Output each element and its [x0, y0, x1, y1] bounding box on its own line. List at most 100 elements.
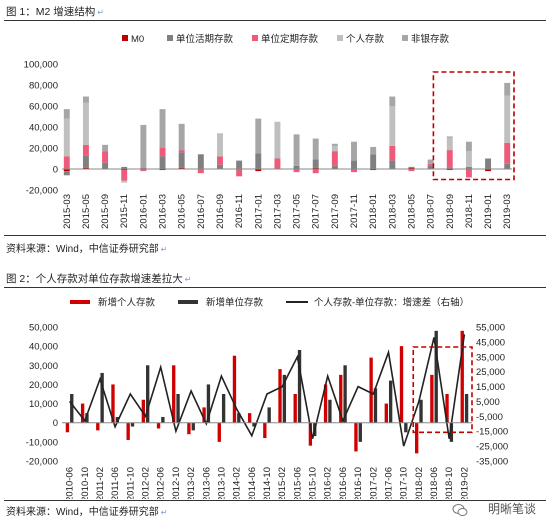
bar-segment [446, 167, 453, 169]
bar-segment [312, 138, 319, 160]
x-tick-label: 2016-07 [196, 194, 207, 229]
bar-segment [331, 145, 338, 152]
bar-unit [267, 407, 271, 423]
legend-label: M0 [131, 34, 144, 45]
bar-segment [178, 123, 185, 151]
bar-personal [415, 422, 419, 454]
bar-segment [197, 169, 204, 174]
bar-segment [504, 142, 511, 164]
x-tick-label: 2014-06 [247, 467, 258, 499]
bar-unit [373, 388, 378, 423]
figure1-title: 图 1：M2 增速结构 ↵ [6, 6, 104, 18]
y-tick-label: -10,000 [26, 437, 58, 448]
bar-segment [351, 169, 357, 173]
bar-personal [263, 422, 267, 439]
bar-unit [130, 422, 135, 427]
y2-tick-label: 5,000 [476, 397, 500, 408]
legend-label: 单位活期存款 [176, 33, 234, 45]
wechat-icon [452, 504, 468, 516]
bar-segment [274, 158, 281, 169]
bar-segment [370, 154, 377, 169]
x-tick-label: 2016-11 [234, 194, 245, 228]
bar-segment [121, 180, 128, 183]
y-tick-label: 20,000 [29, 380, 58, 391]
bar-segment [63, 169, 70, 172]
figure1-source: 资料来源：Wind，中信证券研究部 ↵ [6, 244, 168, 255]
bar-segment [446, 150, 453, 168]
bar-segment [427, 165, 434, 169]
x-tick-label: 2014-10 [262, 467, 273, 499]
bar-personal [399, 346, 404, 423]
legend-swatch [70, 300, 90, 304]
bar-unit [70, 394, 74, 423]
bar-segment [178, 167, 185, 169]
bar-personal [323, 384, 328, 423]
bar-personal [172, 365, 176, 423]
bar-segment [465, 151, 472, 167]
bar-personal [80, 403, 85, 423]
bar-segment [446, 169, 453, 171]
bar-segment [485, 169, 492, 172]
bar-segment [408, 169, 415, 172]
x-tick-label: 2016-03 [158, 194, 169, 229]
bar-personal [460, 330, 464, 423]
legend-swatch [178, 300, 198, 304]
bar-personal [217, 422, 221, 442]
legend-swatch [337, 35, 343, 41]
bar-segment [465, 166, 472, 169]
chart1: M0 单位活期存款 单位定期存款 个人存款 非银存款 -20,000 0 20,000 40,0… [24, 33, 515, 229]
bar-segment [217, 133, 223, 157]
x-tick-label: 2016-02 [323, 467, 334, 499]
bar-segment [102, 151, 109, 163]
bar-segment [102, 144, 109, 152]
bar-segment [504, 82, 511, 96]
bar-segment [178, 150, 185, 153]
bar-personal [141, 399, 146, 423]
bar-personal [202, 407, 206, 423]
x-tick-label: 2017-05 [292, 194, 303, 229]
legend-label: 新增个人存款 [98, 297, 156, 309]
bar-segment [236, 169, 243, 177]
x-tick-label: 2010-10 [80, 467, 91, 499]
bar-unit [176, 394, 180, 423]
x-tick-label: 2016-10 [353, 467, 364, 499]
bar-segment [63, 156, 70, 169]
bar-personal [65, 422, 70, 433]
x-tick-label: 2018-03 [387, 194, 398, 229]
bar-segment [389, 96, 396, 106]
x-tick-label: 2015-03 [62, 194, 73, 229]
bar-segment [293, 165, 300, 169]
bar-unit [161, 416, 165, 423]
x-tick-label: 2015-10 [308, 467, 319, 499]
bar-segment [255, 118, 262, 154]
bar-segment [370, 169, 377, 171]
y2-tick-label: 45,000 [476, 337, 505, 348]
y-tick-label: 0 [53, 418, 58, 429]
y2-tick-label: -15,000 [476, 427, 508, 438]
bar-segment [331, 151, 338, 166]
bar-unit [206, 384, 211, 423]
bar-segment [102, 162, 109, 169]
x-tick-label: 2018-02 [414, 467, 425, 499]
bar-segment [159, 148, 166, 157]
figure1-bottom-rule [4, 235, 546, 236]
y-tick-label: 40,000 [29, 123, 58, 134]
bar-unit [464, 394, 469, 423]
x-tick-label: 2013-10 [216, 467, 227, 499]
bar-segment [504, 163, 511, 169]
y-tick-label: 50,000 [29, 323, 58, 334]
x-tick-label: 2011-10 [125, 467, 136, 499]
bar-segment [217, 156, 223, 165]
bar-segment [140, 167, 147, 169]
legend-label: 新增单位存款 [206, 297, 264, 309]
legend-swatch [122, 35, 128, 41]
x-tick-label: 2010-06 [65, 467, 76, 499]
x-tick-label: 2016-06 [338, 467, 349, 499]
bar-unit [404, 422, 408, 433]
y2-tick-label: -5,000 [476, 412, 503, 423]
x-tick-label: 2015-11 [119, 194, 130, 228]
y2-tick-label: 25,000 [476, 367, 505, 378]
y-tick-label: 0 [53, 165, 58, 176]
bar-segment [121, 170, 128, 181]
bar-unit [297, 349, 302, 423]
